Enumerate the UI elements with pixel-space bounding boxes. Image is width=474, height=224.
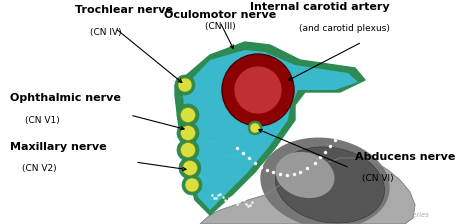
Ellipse shape <box>275 147 384 223</box>
Ellipse shape <box>275 152 335 198</box>
Text: TeachMeSeries: TeachMeSeries <box>378 212 430 218</box>
Text: (CN IV): (CN IV) <box>90 28 122 37</box>
Circle shape <box>175 75 195 95</box>
Polygon shape <box>200 158 415 224</box>
Circle shape <box>177 139 199 161</box>
Polygon shape <box>183 50 358 210</box>
Circle shape <box>178 78 192 92</box>
Polygon shape <box>175 42 365 215</box>
Circle shape <box>181 142 195 157</box>
Circle shape <box>182 161 198 175</box>
Text: (CN V2): (CN V2) <box>22 164 56 173</box>
Circle shape <box>185 178 199 192</box>
Circle shape <box>250 123 260 133</box>
Circle shape <box>181 108 195 123</box>
Circle shape <box>222 54 294 126</box>
Text: (CN III): (CN III) <box>205 22 236 31</box>
Text: (and carotid plexus): (and carotid plexus) <box>299 24 390 33</box>
Circle shape <box>177 104 199 126</box>
Circle shape <box>234 66 282 114</box>
Text: (CN VI): (CN VI) <box>362 174 393 183</box>
Text: Trochlear nerve: Trochlear nerve <box>75 5 173 15</box>
Circle shape <box>182 175 202 195</box>
Text: Maxillary nerve: Maxillary nerve <box>10 142 107 152</box>
Text: Internal carotid artery: Internal carotid artery <box>250 2 390 12</box>
Text: (CN V1): (CN V1) <box>25 116 60 125</box>
Ellipse shape <box>260 138 390 224</box>
Text: Oculomotor nerve: Oculomotor nerve <box>164 10 276 20</box>
Circle shape <box>177 122 199 144</box>
Text: Ophthalmic nerve: Ophthalmic nerve <box>10 93 121 103</box>
Circle shape <box>248 121 262 135</box>
Circle shape <box>179 157 201 179</box>
Text: Abducens nerve: Abducens nerve <box>355 152 456 162</box>
Circle shape <box>181 125 195 140</box>
